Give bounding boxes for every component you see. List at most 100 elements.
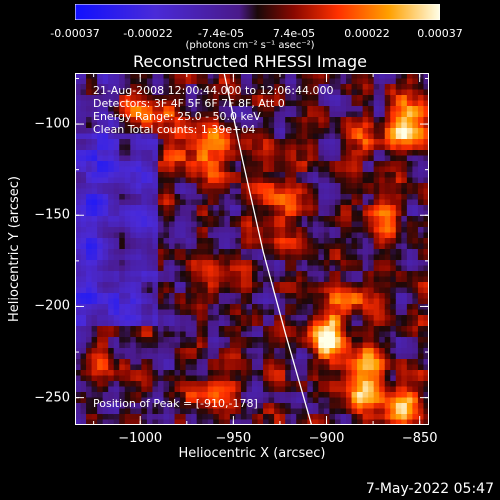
heatmap-cell [141, 232, 148, 239]
heatmap-cell [218, 386, 225, 393]
heatmap-cell [373, 199, 380, 206]
heatmap-cell [390, 419, 397, 425]
heatmap-cell [213, 271, 220, 278]
heatmap-cell [130, 194, 137, 201]
heatmap-cell [146, 298, 154, 305]
heatmap-cell [351, 408, 358, 415]
heatmap-cell [185, 375, 192, 382]
heatmap-cell [390, 128, 397, 135]
heatmap-cell [169, 166, 176, 173]
heatmap-cell [412, 128, 419, 135]
heatmap-cell [130, 337, 137, 344]
heatmap-cell [174, 254, 181, 261]
heatmap-cell [80, 331, 87, 338]
heatmap-cell [318, 84, 325, 91]
heatmap-cell [141, 364, 148, 371]
heatmap-cell [323, 293, 331, 300]
heatmap-cell [174, 419, 181, 425]
heatmap-cell [196, 287, 203, 294]
heatmap-cell [80, 106, 87, 113]
heatmap-cell [329, 243, 336, 250]
heatmap-cell [412, 260, 419, 267]
heatmap-cell [91, 210, 98, 217]
heatmap-cell [235, 205, 242, 212]
heatmap-cell [252, 370, 259, 377]
heatmap-cell [340, 293, 347, 300]
heatmap-cell [379, 298, 386, 305]
heatmap-cell [102, 359, 109, 366]
heatmap-cell [401, 364, 408, 371]
heatmap-cell [373, 122, 380, 129]
heatmap-cell [346, 254, 353, 261]
heatmap-cell [357, 370, 364, 377]
heatmap-cell [346, 260, 353, 267]
heatmap-cell [307, 271, 314, 278]
heatmap-cell [323, 150, 331, 157]
heatmap-cell [257, 155, 264, 162]
heatmap-cell [169, 238, 176, 245]
heatmap-cell [318, 133, 325, 140]
heatmap-cell [246, 78, 253, 85]
heatmap-cell [86, 298, 93, 305]
heatmap-cell [323, 348, 331, 355]
heatmap-cell [257, 326, 264, 333]
heatmap-cell [224, 326, 231, 333]
heatmap-cell [157, 243, 165, 250]
heatmap-cell [218, 414, 225, 421]
heatmap-cell [417, 78, 425, 85]
heatmap-cell [174, 155, 181, 162]
heatmap-cell [213, 238, 220, 245]
heatmap-cell [362, 243, 369, 250]
heatmap-cell [235, 89, 242, 96]
heatmap-cell [395, 271, 402, 278]
heatmap-cell [252, 298, 259, 305]
heatmap-cell [346, 106, 353, 113]
heatmap-cell [146, 342, 154, 349]
heatmap-cell [340, 73, 347, 80]
heatmap-cell [368, 95, 375, 102]
heatmap-cell [307, 331, 314, 338]
heatmap-cell [113, 183, 120, 190]
heatmap-cell [390, 139, 397, 146]
heatmap-cell [279, 188, 286, 195]
heatmap-cell [257, 210, 264, 217]
heatmap-cell [395, 381, 402, 388]
heatmap-cell [213, 177, 220, 184]
heatmap-cell [207, 326, 214, 333]
heatmap-cell [412, 205, 419, 212]
heatmap-cell [373, 205, 380, 212]
heatmap-cell [235, 84, 242, 91]
heatmap-cell [340, 375, 347, 382]
heatmap-cell [196, 381, 203, 388]
heatmap-cell [362, 293, 369, 300]
heatmap-cell [108, 342, 115, 349]
heatmap-cell [417, 95, 425, 102]
heatmap-cell [395, 370, 402, 377]
heatmap-cell [252, 199, 259, 206]
heatmap-cell [185, 128, 192, 135]
heatmap-cell [357, 183, 364, 190]
heatmap-cell [224, 359, 231, 366]
heatmap-cell [257, 276, 264, 283]
heatmap-cell [180, 414, 187, 421]
heatmap-cell [268, 364, 275, 371]
heatmap-cell [290, 265, 297, 272]
heatmap-cell [108, 117, 115, 124]
heatmap-cell [296, 117, 303, 124]
heatmap-cell [290, 133, 297, 140]
heatmap-cell [246, 84, 253, 91]
heatmap-cell [252, 95, 259, 102]
heatmap-cell [91, 260, 98, 267]
heatmap-cell [301, 315, 308, 322]
heatmap-cell [346, 155, 353, 162]
heatmap-cell [113, 150, 120, 157]
heatmap-cell [334, 282, 342, 289]
heatmap-cell [191, 276, 198, 283]
heatmap-cell [152, 188, 159, 195]
heatmap-cell [412, 276, 419, 283]
heatmap-cell [213, 73, 220, 80]
heatmap-cell [279, 287, 286, 294]
heatmap-cell [417, 172, 425, 179]
heatmap-cell [390, 111, 397, 118]
heatmap-cell [246, 265, 253, 272]
